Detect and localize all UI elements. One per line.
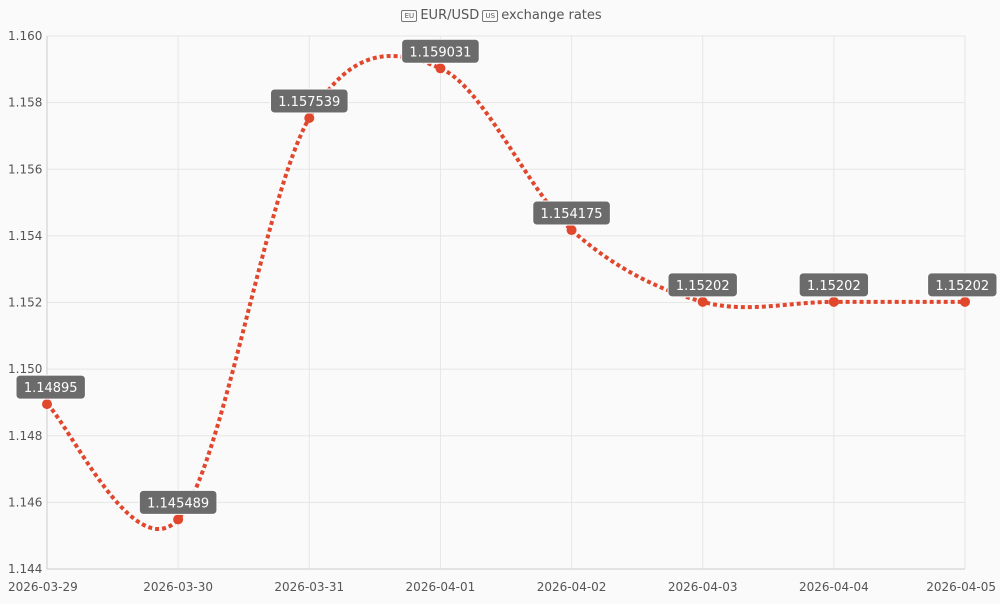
- series-group: [45, 54, 965, 531]
- data-label-box: [798, 272, 870, 298]
- chart-title-suffix: exchange rates: [501, 8, 602, 23]
- x-tick-label: 2026-04-01: [406, 580, 476, 594]
- data-label: 1.14895: [15, 374, 86, 400]
- data-label: 1.15202: [667, 272, 738, 298]
- data-label-box: [927, 272, 998, 298]
- y-tick-label: 1.156: [8, 162, 42, 176]
- x-tick-label: 2026-04-02: [537, 580, 607, 594]
- data-label-box: [401, 38, 480, 64]
- data-label-text: 1.15202: [676, 279, 730, 294]
- y-tick-label: 1.150: [8, 362, 42, 376]
- chart-title-pair: EUR/USD: [420, 8, 480, 23]
- y-tick-label: 1.148: [8, 429, 42, 443]
- x-tick-label: 2026-04-04: [799, 580, 869, 594]
- data-point: [304, 112, 315, 123]
- us-flag-icon: US: [482, 9, 499, 22]
- data-label-text: 1.14895: [24, 381, 78, 396]
- data-label-box: [532, 200, 611, 226]
- data-label-box: [15, 374, 86, 400]
- y-tick-label: 1.144: [8, 562, 42, 576]
- y-axis: 1.144 1.146 1.148 1.150 1.152 1.154 1.156 1.158…: [8, 29, 42, 576]
- data-label-text: 1.15202: [935, 279, 989, 294]
- data-label: 1.157539: [269, 88, 349, 114]
- data-labels-group: 1.14895 1.145489 1.157539 1.159031 1.154175 1…: [15, 38, 998, 515]
- x-tick-label: 2026-03-29: [8, 580, 78, 594]
- y-tick-label: 1.146: [8, 495, 42, 509]
- data-point: [566, 225, 577, 236]
- data-label-box: [269, 88, 349, 114]
- data-label-text: 1.157539: [278, 95, 340, 110]
- series-line: [45, 54, 965, 531]
- data-label-text: 1.154175: [541, 207, 603, 222]
- data-point: [42, 399, 52, 410]
- y-tick-label: 1.160: [8, 29, 42, 43]
- data-label-box: [667, 272, 738, 298]
- x-tick-label: 2026-04-05: [926, 580, 996, 594]
- data-label: 1.154175: [532, 200, 611, 226]
- points-group: [42, 63, 970, 525]
- y-tick-label: 1.152: [8, 296, 42, 310]
- eu-flag-icon: EU: [401, 9, 418, 22]
- data-label-text: 1.15202: [807, 279, 861, 294]
- data-label-text: 1.159031: [409, 45, 471, 60]
- data-point: [960, 296, 970, 307]
- data-point: [828, 296, 839, 307]
- data-label: 1.15202: [927, 272, 998, 298]
- data-point: [435, 63, 446, 74]
- y-tick-label: 1.158: [8, 96, 42, 110]
- chart-title: EU EUR/USD US exchange rates: [0, 8, 1000, 23]
- x-tick-label: 2026-03-30: [143, 580, 213, 594]
- x-axis: 2026-03-29 2026-03-30 2026-03-31 2026-04-01…: [8, 580, 996, 594]
- data-label-box: [138, 489, 218, 515]
- data-label: 1.159031: [401, 38, 480, 64]
- x-tick-label: 2026-03-31: [274, 580, 344, 594]
- data-label: 1.15202: [798, 272, 870, 298]
- data-point: [173, 514, 184, 525]
- x-tick-label: 2026-04-03: [668, 580, 738, 594]
- data-point: [697, 296, 708, 307]
- grid: [46, 35, 966, 570]
- data-label: 1.145489: [138, 489, 218, 515]
- data-label-text: 1.145489: [147, 496, 209, 511]
- y-tick-label: 1.154: [8, 229, 42, 243]
